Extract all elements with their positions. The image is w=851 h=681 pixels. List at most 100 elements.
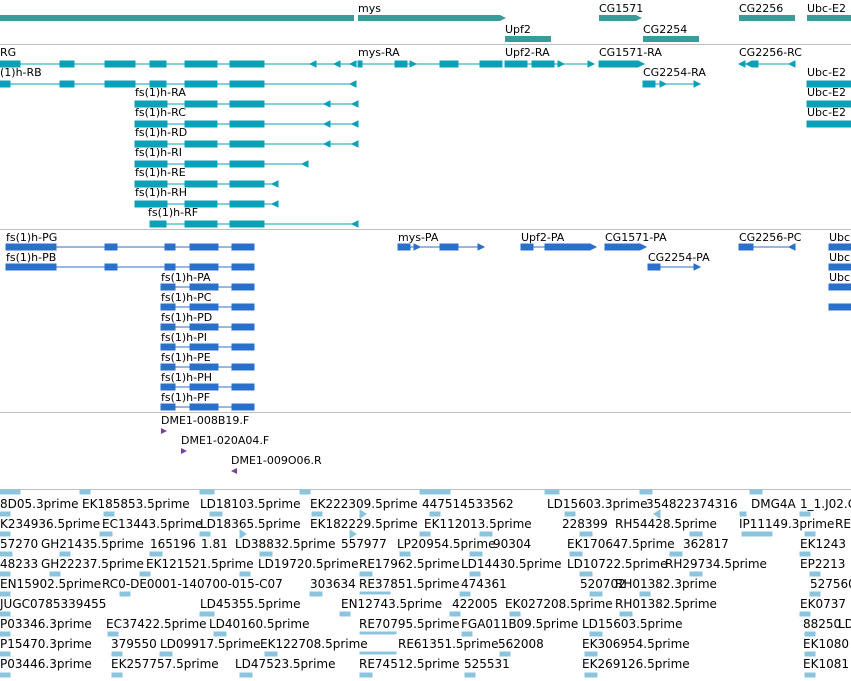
- est-label[interactable]: LD45355.5prime: [200, 597, 301, 611]
- est-label[interactable]: EP2213: [800, 557, 846, 571]
- est-label[interactable]: 354822374316: [646, 497, 738, 511]
- cds-label-pc[interactable]: fs(1)h-PC: [161, 291, 212, 304]
- est-label[interactable]: EN12743.5prime: [341, 597, 443, 611]
- est-label[interactable]: 422005: [452, 597, 498, 611]
- mrna-label-rd[interactable]: fs(1)h-RD: [135, 126, 188, 139]
- est-label[interactable]: EN15902.5prime: [0, 577, 102, 591]
- gene-bar-fs1h[interactable]: [0, 15, 354, 21]
- est-label[interactable]: 562008: [498, 637, 544, 651]
- est-label[interactable]: LD18103.5prime: [200, 497, 301, 511]
- cds-label-mys-pa[interactable]: mys-PA: [398, 231, 439, 244]
- est-label[interactable]: LD38832.5prime: [235, 537, 336, 551]
- est-label[interactable]: EK0737: [800, 597, 846, 611]
- est-label[interactable]: EK182229.5prime: [310, 517, 418, 531]
- est-label[interactable]: LP20954.5prime: [397, 537, 496, 551]
- cds-label-ubc-1[interactable]: Ubc: [829, 231, 851, 244]
- mrna-label-rh[interactable]: fs(1)h-RH: [135, 186, 188, 199]
- est-label[interactable]: K234936.5prime: [0, 517, 101, 531]
- mrna-label-rc[interactable]: fs(1)h-RC: [135, 106, 186, 119]
- est-label[interactable]: RE61351.5prime: [398, 637, 499, 651]
- cds-label-cg1571-pa[interactable]: CG1571-PA: [605, 231, 667, 244]
- est-label[interactable]: LD40160.5prime: [209, 617, 310, 631]
- est-label[interactable]: 88250: [803, 617, 842, 631]
- mrna-label-ubc-3[interactable]: Ubc-E2: [807, 106, 846, 119]
- est-label[interactable]: 90304: [493, 537, 532, 551]
- gene-track[interactable]: mys Upf2 CG1571 CG2254 CG2256 Ubc-E2: [0, 0, 851, 44]
- mrna-label-cg2256-rc[interactable]: CG2256-RC: [739, 46, 802, 59]
- est-label[interactable]: 527560: [810, 577, 851, 591]
- gene-label-cg1571[interactable]: CG1571: [599, 2, 644, 15]
- gene-bar-ubc-e2[interactable]: [807, 15, 851, 21]
- est-label[interactable]: LD47523.5prime: [235, 657, 336, 671]
- est-label[interactable]: EK222309.5prime: [310, 497, 418, 511]
- cds-label-pi[interactable]: fs(1)h-PI: [161, 331, 208, 344]
- est-label[interactable]: LD: [838, 617, 851, 631]
- est-label[interactable]: P15470.3prime: [0, 637, 92, 651]
- cds-label-pe[interactable]: fs(1)h-PE: [161, 351, 211, 364]
- est-label[interactable]: EC37422.5prime: [106, 617, 207, 631]
- mrna-label-ubc-1[interactable]: Ubc-E2: [807, 66, 846, 79]
- mrna-label-mys-ra[interactable]: mys-RA: [358, 46, 400, 59]
- mrna-label-rf[interactable]: fs(1)h-RF: [148, 206, 199, 219]
- gene-label-cg2254[interactable]: CG2254: [643, 23, 688, 36]
- est-label[interactable]: RH29734.5prime: [665, 557, 767, 571]
- est-label[interactable]: LD15603.3prime: [547, 497, 648, 511]
- cds-label-pd[interactable]: fs(1)h-PD: [161, 311, 213, 324]
- est-label[interactable]: EK122708.5prime: [260, 637, 368, 651]
- est-label[interactable]: P03446.3prime: [0, 657, 92, 671]
- est-label[interactable]: EK112013.5prime: [424, 517, 532, 531]
- cds-label-ubc-2[interactable]: Ubc: [829, 251, 851, 264]
- est-label[interactable]: EK306954.5prime: [582, 637, 690, 651]
- est-label[interactable]: RH54428.5prime: [615, 517, 717, 531]
- est-label[interactable]: LD10722.5prime: [567, 557, 668, 571]
- est-track[interactable]: 8D05.3prime EK185853.5prime LD18103.5pri…: [0, 489, 851, 681]
- mrna-label-cg2254-ra[interactable]: CG2254-RA: [643, 66, 706, 79]
- gene-bar-cg1571[interactable]: [599, 15, 642, 21]
- est-label[interactable]: EK1243: [800, 537, 846, 551]
- mrna-label-ra[interactable]: fs(1)h-RA: [135, 86, 186, 99]
- est-label[interactable]: EK1080: [803, 637, 849, 651]
- cds-label-upf2-pa[interactable]: Upf2-PA: [521, 231, 565, 244]
- est-label[interactable]: RE37851.5prime: [359, 577, 460, 591]
- clone-label-1[interactable]: DME1-008B19.F: [161, 414, 250, 427]
- est-label[interactable]: RH01382.5prime: [615, 597, 717, 611]
- mrna-label-ubc-2[interactable]: Ubc-E2: [807, 86, 846, 99]
- est-label[interactable]: FGA011B09.5prime: [461, 617, 579, 631]
- gene-label-cg2256[interactable]: CG2256: [739, 2, 784, 15]
- cds-label-cg2254-pa[interactable]: CG2254-PA: [648, 251, 710, 264]
- est-label[interactable]: EK185853.5prime: [82, 497, 190, 511]
- est-label[interactable]: 379550: [111, 637, 157, 651]
- est-label[interactable]: 520702: [580, 577, 626, 591]
- est-label[interactable]: P03346.3prime: [0, 617, 92, 631]
- mrna-label-rb[interactable]: (1)h-RB: [0, 66, 42, 79]
- mrna-label-upf2-ra[interactable]: Upf2-RA: [505, 46, 550, 59]
- gene-label-ubc-e2[interactable]: Ubc-E2: [807, 2, 846, 15]
- est-label[interactable]: EK170647.5prime: [567, 537, 675, 551]
- est-label[interactable]: EK269126.5prime: [582, 657, 690, 671]
- est-label[interactable]: 228399: [562, 517, 608, 531]
- est-label[interactable]: RH01382.3prime: [615, 577, 717, 591]
- est-label[interactable]: LD15603.5prime: [582, 617, 683, 631]
- gene-bar-cg2254[interactable]: [643, 36, 699, 42]
- est-label[interactable]: 165196: [150, 537, 196, 551]
- est-label[interactable]: 362817: [683, 537, 729, 551]
- est-label[interactable]: 525531: [464, 657, 510, 671]
- est-label[interactable]: GH22237.5prime: [41, 557, 144, 571]
- est-label[interactable]: EC13443.5prime: [102, 517, 203, 531]
- gene-bar-upf2[interactable]: [505, 36, 551, 42]
- est-label[interactable]: 447514533562: [422, 497, 514, 511]
- est-label[interactable]: RC0-DE0001-140700-015-C07: [102, 577, 283, 591]
- est-label[interactable]: RE70795.5prime: [359, 617, 460, 631]
- est-label[interactable]: 474361: [461, 577, 507, 591]
- gene-bar-cg2256[interactable]: [739, 15, 795, 21]
- clone-label-3[interactable]: DME1-009O06.R: [231, 454, 322, 467]
- cds-label-pb[interactable]: fs(1)h-PB: [6, 251, 57, 264]
- cds-label-pa[interactable]: fs(1)h-PA: [161, 271, 211, 284]
- mrna-label-rg[interactable]: RG: [0, 46, 17, 59]
- est-label[interactable]: 1.81: [201, 537, 228, 551]
- cds-label-pg[interactable]: fs(1)h-PG: [6, 231, 58, 244]
- mrna-label-re[interactable]: fs(1)h-RE: [135, 166, 186, 179]
- est-label[interactable]: EK121521.5prime: [146, 557, 254, 571]
- cds-label-ph[interactable]: fs(1)h-PH: [161, 371, 213, 384]
- est-label[interactable]: 8D05.3prime: [0, 497, 79, 511]
